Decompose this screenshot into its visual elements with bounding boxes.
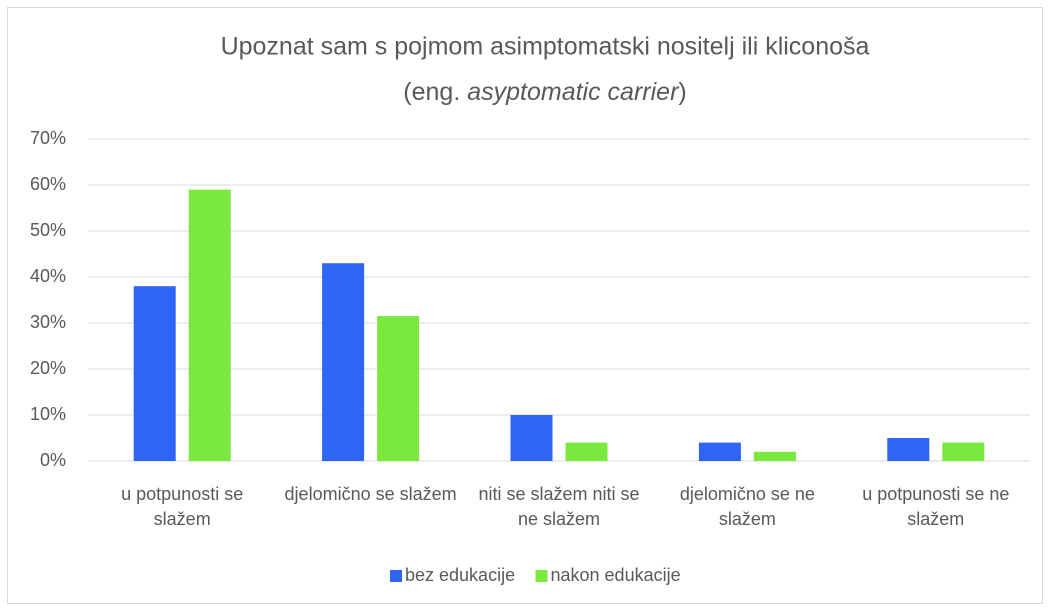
legend-label: nakon edukacije <box>551 565 681 585</box>
subtitle-part: asyptomatic carrier <box>467 78 680 106</box>
legend-swatch <box>390 570 402 582</box>
y-tick-label: 10% <box>30 404 66 424</box>
chart-subtitle: (eng. asyptomatic carrier) <box>403 78 686 106</box>
y-tick-label: 30% <box>30 312 66 332</box>
x-tick-label: u potpunosti se slažem <box>121 484 244 529</box>
bar <box>188 189 231 461</box>
bar <box>565 442 608 461</box>
y-tick-label: 60% <box>30 174 66 194</box>
y-tick-label: 20% <box>30 358 66 378</box>
x-tick-label: niti se slažem niti se ne slažem <box>478 484 640 529</box>
subtitle-part: ) <box>678 78 686 106</box>
x-tick-label: djelomično se slažem <box>284 484 457 504</box>
bar <box>753 451 796 461</box>
y-tick-label: 70% <box>30 128 66 148</box>
x-tick-label: djelomično se ne slažem <box>679 484 815 529</box>
chart-title: Upoznat sam s pojmom asimptomatski nosit… <box>221 33 870 61</box>
y-tick-label: 0% <box>40 450 66 470</box>
bar <box>510 415 553 461</box>
bar <box>133 286 176 461</box>
bar <box>887 438 930 461</box>
bar <box>942 442 985 461</box>
y-tick-label: 50% <box>30 220 66 240</box>
chart-border <box>7 7 1043 604</box>
subtitle-part: (eng. <box>403 78 467 106</box>
bar <box>322 263 365 461</box>
legend-swatch <box>535 570 548 582</box>
x-tick-label: u potpunosti se ne slažem <box>862 484 1010 529</box>
y-tick-label: 40% <box>30 266 66 286</box>
legend-label: bez edukacije <box>405 565 515 585</box>
bar <box>377 316 420 461</box>
bar <box>698 442 741 461</box>
